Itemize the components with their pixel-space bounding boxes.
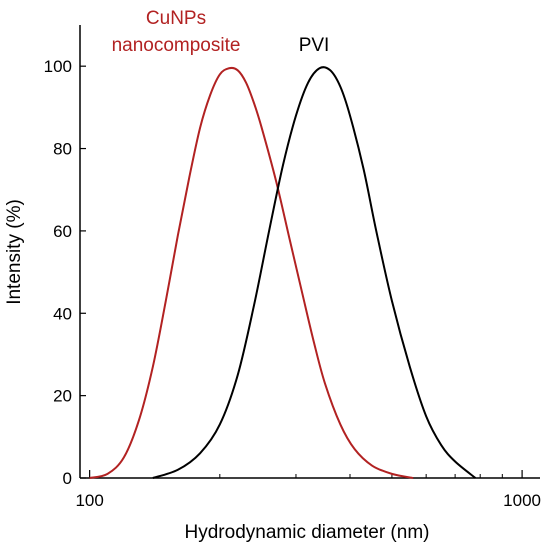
series-line-cunps bbox=[89, 66, 414, 479]
annotation-pvi: PVI bbox=[299, 35, 330, 56]
series-line-pvi bbox=[152, 66, 477, 479]
series-layer bbox=[89, 66, 477, 479]
y-tick-label: 60 bbox=[53, 222, 72, 241]
annotation-cunps: CuNPs nanocomposite bbox=[112, 8, 241, 56]
annotation-cunps-line-2: nanocomposite bbox=[112, 35, 241, 56]
y-tick-label: 0 bbox=[63, 469, 72, 488]
x-axis-title: Hydrodynamic diameter (nm) bbox=[185, 522, 430, 543]
x-tick-label: 1000 bbox=[503, 491, 541, 510]
y-tick-label: 40 bbox=[53, 304, 72, 323]
annotation-cunps-line-1: CuNPs bbox=[146, 8, 206, 29]
y-ticks: 0 20 40 60 80 100 bbox=[44, 57, 86, 488]
y-tick-label: 20 bbox=[53, 387, 72, 406]
y-tick-label: 100 bbox=[44, 57, 72, 76]
x-ticks: 100 1000 bbox=[75, 470, 541, 510]
plot-area: 0 20 40 60 80 100 100 1000 bbox=[44, 25, 541, 510]
y-tick-label: 80 bbox=[53, 140, 72, 159]
y-axis-title: Intensity (%) bbox=[4, 199, 25, 305]
x-tick-label: 100 bbox=[75, 491, 103, 510]
